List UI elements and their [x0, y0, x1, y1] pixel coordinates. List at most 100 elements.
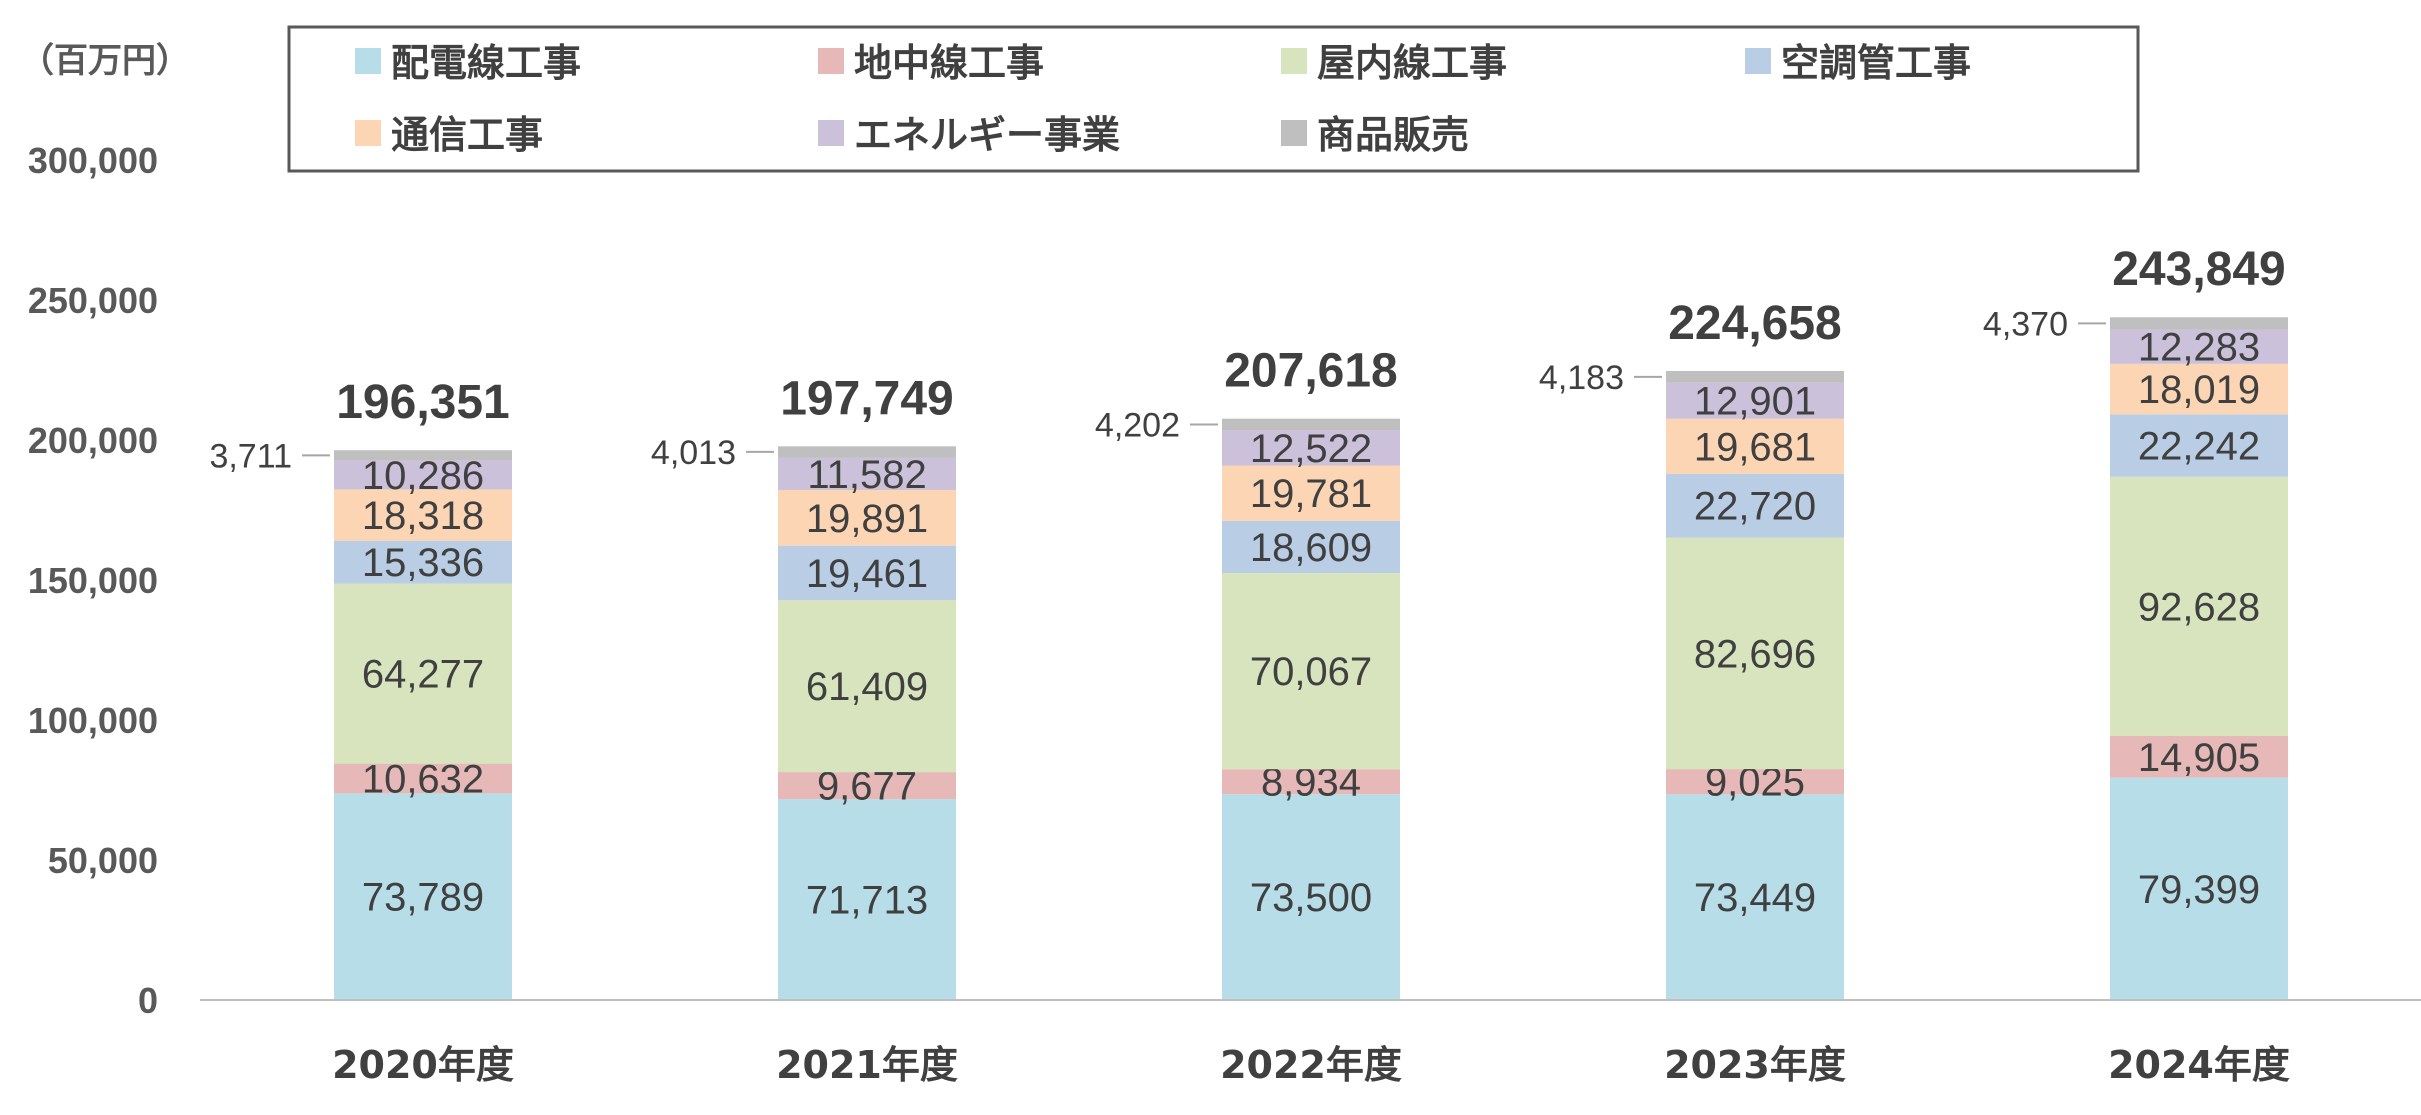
bar-segment	[778, 489, 956, 546]
y-tick-label: 50,000	[48, 840, 158, 881]
bar-segment	[1666, 794, 1844, 1000]
data-label: 92,628	[2138, 585, 2260, 629]
legend-label: 通信工事	[391, 113, 543, 157]
total-label: 243,849	[2112, 243, 2286, 296]
data-label: 61,409	[806, 665, 928, 709]
bar-segment	[334, 460, 512, 490]
legend-label: 商品販売	[1317, 113, 1469, 157]
bar-segment	[334, 763, 512, 794]
y-tick-label: 0	[138, 980, 158, 1021]
bar-segment	[2110, 735, 2288, 778]
data-label: 18,318	[362, 494, 484, 538]
bar-segment	[334, 540, 512, 584]
data-label: 18,609	[1250, 526, 1372, 570]
x-tick-label: 2022年度	[1220, 1043, 1402, 1087]
bar-segment	[334, 793, 512, 1000]
data-label: 19,781	[1250, 472, 1372, 516]
legend-swatch	[1281, 48, 1307, 74]
x-tick-label: 2024年度	[2108, 1043, 2290, 1087]
data-label: 15,336	[362, 541, 484, 585]
data-label: 19,461	[806, 552, 928, 596]
bar-segment	[2110, 476, 2288, 736]
data-label: 10,632	[362, 758, 484, 802]
bar-segment	[1666, 473, 1844, 538]
legend-swatch	[1745, 48, 1771, 74]
bar-segment	[2110, 363, 2288, 415]
bar-segment	[778, 457, 956, 490]
y-tick-label: 300,000	[28, 140, 158, 181]
bar-segment	[1222, 465, 1400, 521]
x-tick-label: 2020年度	[332, 1043, 514, 1087]
unit-label: （百万円）	[20, 41, 190, 81]
data-label: 4,013	[651, 434, 736, 472]
bar-segment	[1222, 520, 1400, 573]
bar-segment	[1222, 794, 1400, 1000]
bar-segment	[778, 600, 956, 773]
data-label: 22,242	[2138, 424, 2260, 468]
bar-segment	[778, 799, 956, 1000]
data-label: 71,713	[806, 879, 928, 923]
bar-segment	[1666, 537, 1844, 770]
total-label: 207,618	[1224, 345, 1398, 398]
bar-segment	[2110, 414, 2288, 477]
legend-label: 屋内線工事	[1317, 41, 1507, 85]
data-label: 4,370	[1983, 305, 2068, 343]
x-tick-label: 2023年度	[1664, 1043, 1846, 1087]
bar-segment	[1666, 418, 1844, 474]
y-tick-label: 100,000	[28, 700, 158, 741]
data-label: 22,720	[1694, 485, 1816, 529]
legend-swatch	[355, 48, 381, 74]
bar-segment	[1666, 370, 1844, 383]
bar-segment	[2110, 317, 2288, 330]
legend-label: 地中線工事	[854, 41, 1044, 85]
legend-swatch	[355, 120, 381, 146]
total-label: 197,749	[780, 372, 954, 425]
bar-segment	[1666, 769, 1844, 795]
legend-label: エネルギー事業	[854, 113, 1120, 157]
legend-label: 空調管工事	[1781, 41, 1971, 85]
legend-label: 配電線工事	[391, 41, 581, 85]
data-label: 70,067	[1250, 650, 1372, 694]
legend-swatch	[818, 120, 844, 146]
legend-swatch	[1281, 120, 1307, 146]
bar-segment	[778, 772, 956, 800]
data-label: 12,283	[2138, 326, 2260, 370]
y-tick-label: 200,000	[28, 420, 158, 461]
data-label: 73,500	[1250, 876, 1372, 920]
data-label: 18,019	[2138, 368, 2260, 412]
bar-segment	[334, 489, 512, 541]
data-label: 4,183	[1539, 359, 1624, 397]
bar-segment	[1666, 382, 1844, 419]
x-tick-label: 2021年度	[776, 1043, 958, 1087]
data-label: 14,905	[2138, 736, 2260, 780]
y-axis: 0 50,000 100,000 150,000 200,000 250,000 300,0…	[28, 140, 158, 1021]
bar-segment	[334, 583, 512, 764]
bar-segment	[778, 545, 956, 601]
data-label: 3,711	[209, 437, 292, 475]
data-label: 12,522	[1250, 427, 1372, 471]
bar-segment	[1222, 572, 1400, 770]
data-label: 73,789	[362, 876, 484, 920]
data-label: 12,901	[1694, 380, 1816, 424]
bar-segment	[2110, 777, 2288, 1000]
bar-segment	[1222, 430, 1400, 466]
data-label: 82,696	[1694, 632, 1816, 676]
total-label: 196,351	[336, 376, 510, 429]
bar-segment	[2110, 329, 2288, 364]
bar-segment	[778, 446, 956, 458]
data-label: 64,277	[362, 653, 484, 697]
data-label: 73,449	[1694, 876, 1816, 920]
data-label: 11,582	[807, 453, 926, 497]
y-tick-label: 250,000	[28, 280, 158, 321]
bar-segment	[1222, 418, 1400, 431]
bar-segment	[334, 450, 512, 461]
data-label: 10,286	[362, 454, 484, 498]
data-label: 19,891	[806, 497, 928, 541]
bar-segment	[1222, 769, 1400, 795]
y-tick-label: 150,000	[28, 560, 158, 601]
legend-frame	[287, 25, 2140, 173]
data-label: 4,202	[1095, 407, 1180, 445]
